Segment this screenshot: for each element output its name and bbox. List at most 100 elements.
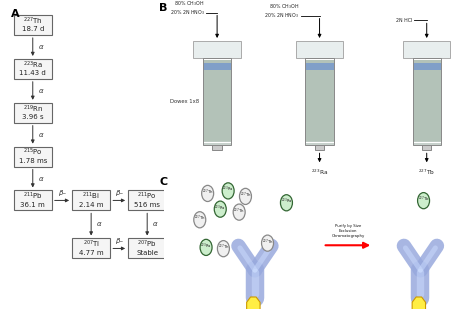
Bar bbox=[305, 142, 334, 145]
Bar bbox=[203, 125, 231, 142]
Bar bbox=[305, 67, 334, 141]
Bar bbox=[203, 121, 231, 142]
Bar bbox=[305, 134, 334, 142]
Text: $^{211}$Pb: $^{211}$Pb bbox=[23, 191, 43, 202]
Text: α: α bbox=[97, 222, 102, 227]
Bar bbox=[305, 104, 334, 142]
Bar bbox=[305, 71, 334, 141]
Bar bbox=[14, 15, 52, 35]
Text: $^{227}$Th: $^{227}$Th bbox=[194, 214, 206, 223]
Bar bbox=[193, 41, 241, 58]
Bar bbox=[305, 106, 334, 142]
Text: $^{215}$Po: $^{215}$Po bbox=[23, 147, 43, 159]
Bar bbox=[412, 86, 441, 141]
Text: $^{207}$Pb: $^{207}$Pb bbox=[137, 239, 157, 250]
Text: 4.77 m: 4.77 m bbox=[79, 250, 103, 256]
Bar bbox=[203, 123, 231, 142]
Bar bbox=[412, 75, 441, 141]
Bar bbox=[203, 110, 231, 142]
Text: Stable: Stable bbox=[136, 250, 158, 256]
Bar bbox=[203, 58, 231, 145]
Text: 80% CH$_3$OH: 80% CH$_3$OH bbox=[174, 0, 204, 8]
Text: β–: β– bbox=[115, 190, 123, 196]
Bar bbox=[203, 78, 231, 141]
Bar bbox=[412, 116, 441, 142]
Bar bbox=[305, 114, 334, 142]
Bar bbox=[14, 59, 52, 79]
Bar bbox=[203, 140, 231, 142]
Bar bbox=[305, 69, 334, 141]
Bar bbox=[305, 138, 334, 142]
Bar bbox=[296, 41, 343, 58]
Text: β–: β– bbox=[115, 238, 123, 244]
Bar bbox=[128, 239, 166, 258]
Circle shape bbox=[239, 188, 252, 205]
Bar bbox=[203, 134, 231, 142]
Circle shape bbox=[281, 195, 292, 211]
Text: 36.1 m: 36.1 m bbox=[20, 201, 45, 208]
Bar bbox=[412, 67, 441, 141]
Bar bbox=[305, 108, 334, 142]
Bar bbox=[203, 62, 231, 141]
Circle shape bbox=[194, 212, 206, 228]
Text: α: α bbox=[39, 132, 44, 138]
Text: $^{227}$Th: $^{227}$Th bbox=[262, 237, 273, 247]
Bar bbox=[203, 73, 231, 141]
Text: α: α bbox=[39, 88, 44, 94]
Text: C: C bbox=[159, 177, 167, 187]
Bar bbox=[14, 146, 52, 167]
Bar bbox=[203, 142, 231, 145]
Bar bbox=[412, 71, 441, 141]
Text: α: α bbox=[153, 222, 158, 227]
Text: Dowex 1x8: Dowex 1x8 bbox=[170, 99, 199, 104]
Text: $^{227}$Tb: $^{227}$Tb bbox=[418, 167, 435, 177]
Bar bbox=[305, 91, 334, 141]
Bar bbox=[305, 116, 334, 142]
Bar bbox=[305, 127, 334, 142]
Bar bbox=[305, 60, 334, 141]
Bar bbox=[203, 119, 231, 142]
Text: 1.78 ms: 1.78 ms bbox=[18, 158, 47, 164]
Bar bbox=[203, 86, 231, 141]
Bar bbox=[412, 114, 441, 142]
Text: $^{227}$Th: $^{227}$Th bbox=[218, 243, 229, 252]
Bar bbox=[305, 84, 334, 141]
Circle shape bbox=[214, 201, 226, 217]
Bar bbox=[412, 65, 441, 141]
Text: 516 ms: 516 ms bbox=[134, 201, 160, 208]
Bar bbox=[305, 75, 334, 141]
Bar bbox=[305, 99, 334, 142]
Bar bbox=[305, 110, 334, 142]
Bar bbox=[212, 145, 222, 150]
Bar bbox=[412, 125, 441, 142]
Bar bbox=[305, 132, 334, 142]
Bar bbox=[412, 134, 441, 142]
Bar bbox=[203, 75, 231, 141]
Text: $^{211}$Po: $^{211}$Po bbox=[137, 191, 157, 202]
Bar bbox=[14, 103, 52, 123]
Bar bbox=[412, 136, 441, 142]
Text: Purify by Size
Exclusion
Chromatography: Purify by Size Exclusion Chromatography bbox=[331, 224, 365, 238]
Bar bbox=[305, 136, 334, 142]
Bar bbox=[305, 125, 334, 142]
Bar bbox=[305, 112, 334, 142]
Text: $^{223}$Ra: $^{223}$Ra bbox=[222, 185, 234, 194]
Bar bbox=[412, 80, 441, 141]
Bar bbox=[203, 88, 231, 141]
Bar bbox=[412, 84, 441, 141]
Bar bbox=[412, 142, 441, 145]
Bar bbox=[412, 99, 441, 142]
Bar bbox=[412, 78, 441, 141]
Bar bbox=[203, 84, 231, 141]
Text: 20% 2N HNO$_3$: 20% 2N HNO$_3$ bbox=[170, 8, 204, 17]
Bar bbox=[203, 127, 231, 142]
Text: 3.96 s: 3.96 s bbox=[22, 114, 44, 120]
Text: 80% CH$_3$OH: 80% CH$_3$OH bbox=[269, 2, 299, 11]
Text: B: B bbox=[159, 3, 167, 13]
Bar bbox=[412, 108, 441, 142]
Bar bbox=[422, 145, 431, 150]
Bar bbox=[14, 190, 52, 210]
Bar bbox=[305, 62, 334, 141]
Text: α: α bbox=[39, 44, 44, 50]
Bar bbox=[203, 129, 231, 142]
